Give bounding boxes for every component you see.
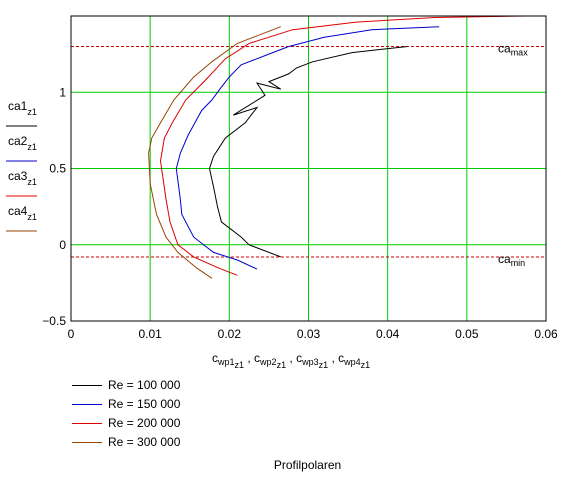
plot-frame — [70, 15, 547, 322]
x-tick-label: 0.03 — [297, 327, 321, 341]
x-tick-label: 0.05 — [455, 327, 479, 341]
legend-swatch — [72, 423, 102, 424]
legend: Re = 100 000 Re = 150 000 Re = 200 000 Re =… — [72, 376, 180, 452]
legend-label: Re = 100 000 — [108, 378, 181, 392]
legend-label: Re = 150 000 — [108, 397, 181, 411]
y-axis-label-3: ca3z1 — [8, 169, 37, 187]
series-line-4 — [148, 26, 281, 279]
y-axis-labels: ca1z1 ca2z1 ca3z1 ca4z1 — [6, 99, 37, 232]
y-tick-label: 0.5 — [49, 162, 66, 176]
y-axis-label-2: ca2z1 — [8, 134, 37, 152]
x-axis-label: cwp1z1 , cwp2z1 , cwp3z1 , cwp4z1 — [212, 351, 370, 370]
legend-label: Re = 300 000 — [108, 435, 181, 449]
y-tick-label: 0 — [59, 238, 66, 252]
legend-item: Re = 100 000 — [72, 376, 180, 395]
x-tick-label: 0.02 — [218, 327, 242, 341]
grid — [71, 16, 546, 321]
legend-item: Re = 200 000 — [72, 414, 180, 433]
legend-item: Re = 300 000 — [72, 433, 180, 452]
series-line-2 — [175, 26, 440, 270]
y-axis-label-4: ca4z1 — [8, 204, 37, 222]
series-line-1 — [208, 46, 408, 258]
x-tick-label: 0 — [68, 327, 75, 341]
legend-swatch — [72, 442, 102, 443]
series-line-3 — [159, 15, 527, 276]
tick-labels: 0 0.01 0.02 0.03 0.04 0.05 0.06−0.500.51 — [42, 85, 558, 341]
series-group — [148, 15, 527, 279]
legend-item: Re = 150 000 — [72, 395, 180, 414]
chart-caption: Profilpolaren — [273, 458, 342, 472]
legend-label: Re = 200 000 — [108, 416, 181, 430]
y-tick-label: 1 — [59, 85, 66, 99]
x-tick-label: 0.01 — [138, 327, 162, 341]
legend-swatch — [72, 385, 102, 386]
x-tick-label: 0.04 — [376, 327, 400, 341]
y-tick-label: −0.5 — [42, 314, 66, 328]
y-axis-label-1: ca1z1 — [8, 99, 37, 117]
legend-swatch — [72, 404, 102, 405]
x-tick-label: 0.06 — [534, 327, 558, 341]
